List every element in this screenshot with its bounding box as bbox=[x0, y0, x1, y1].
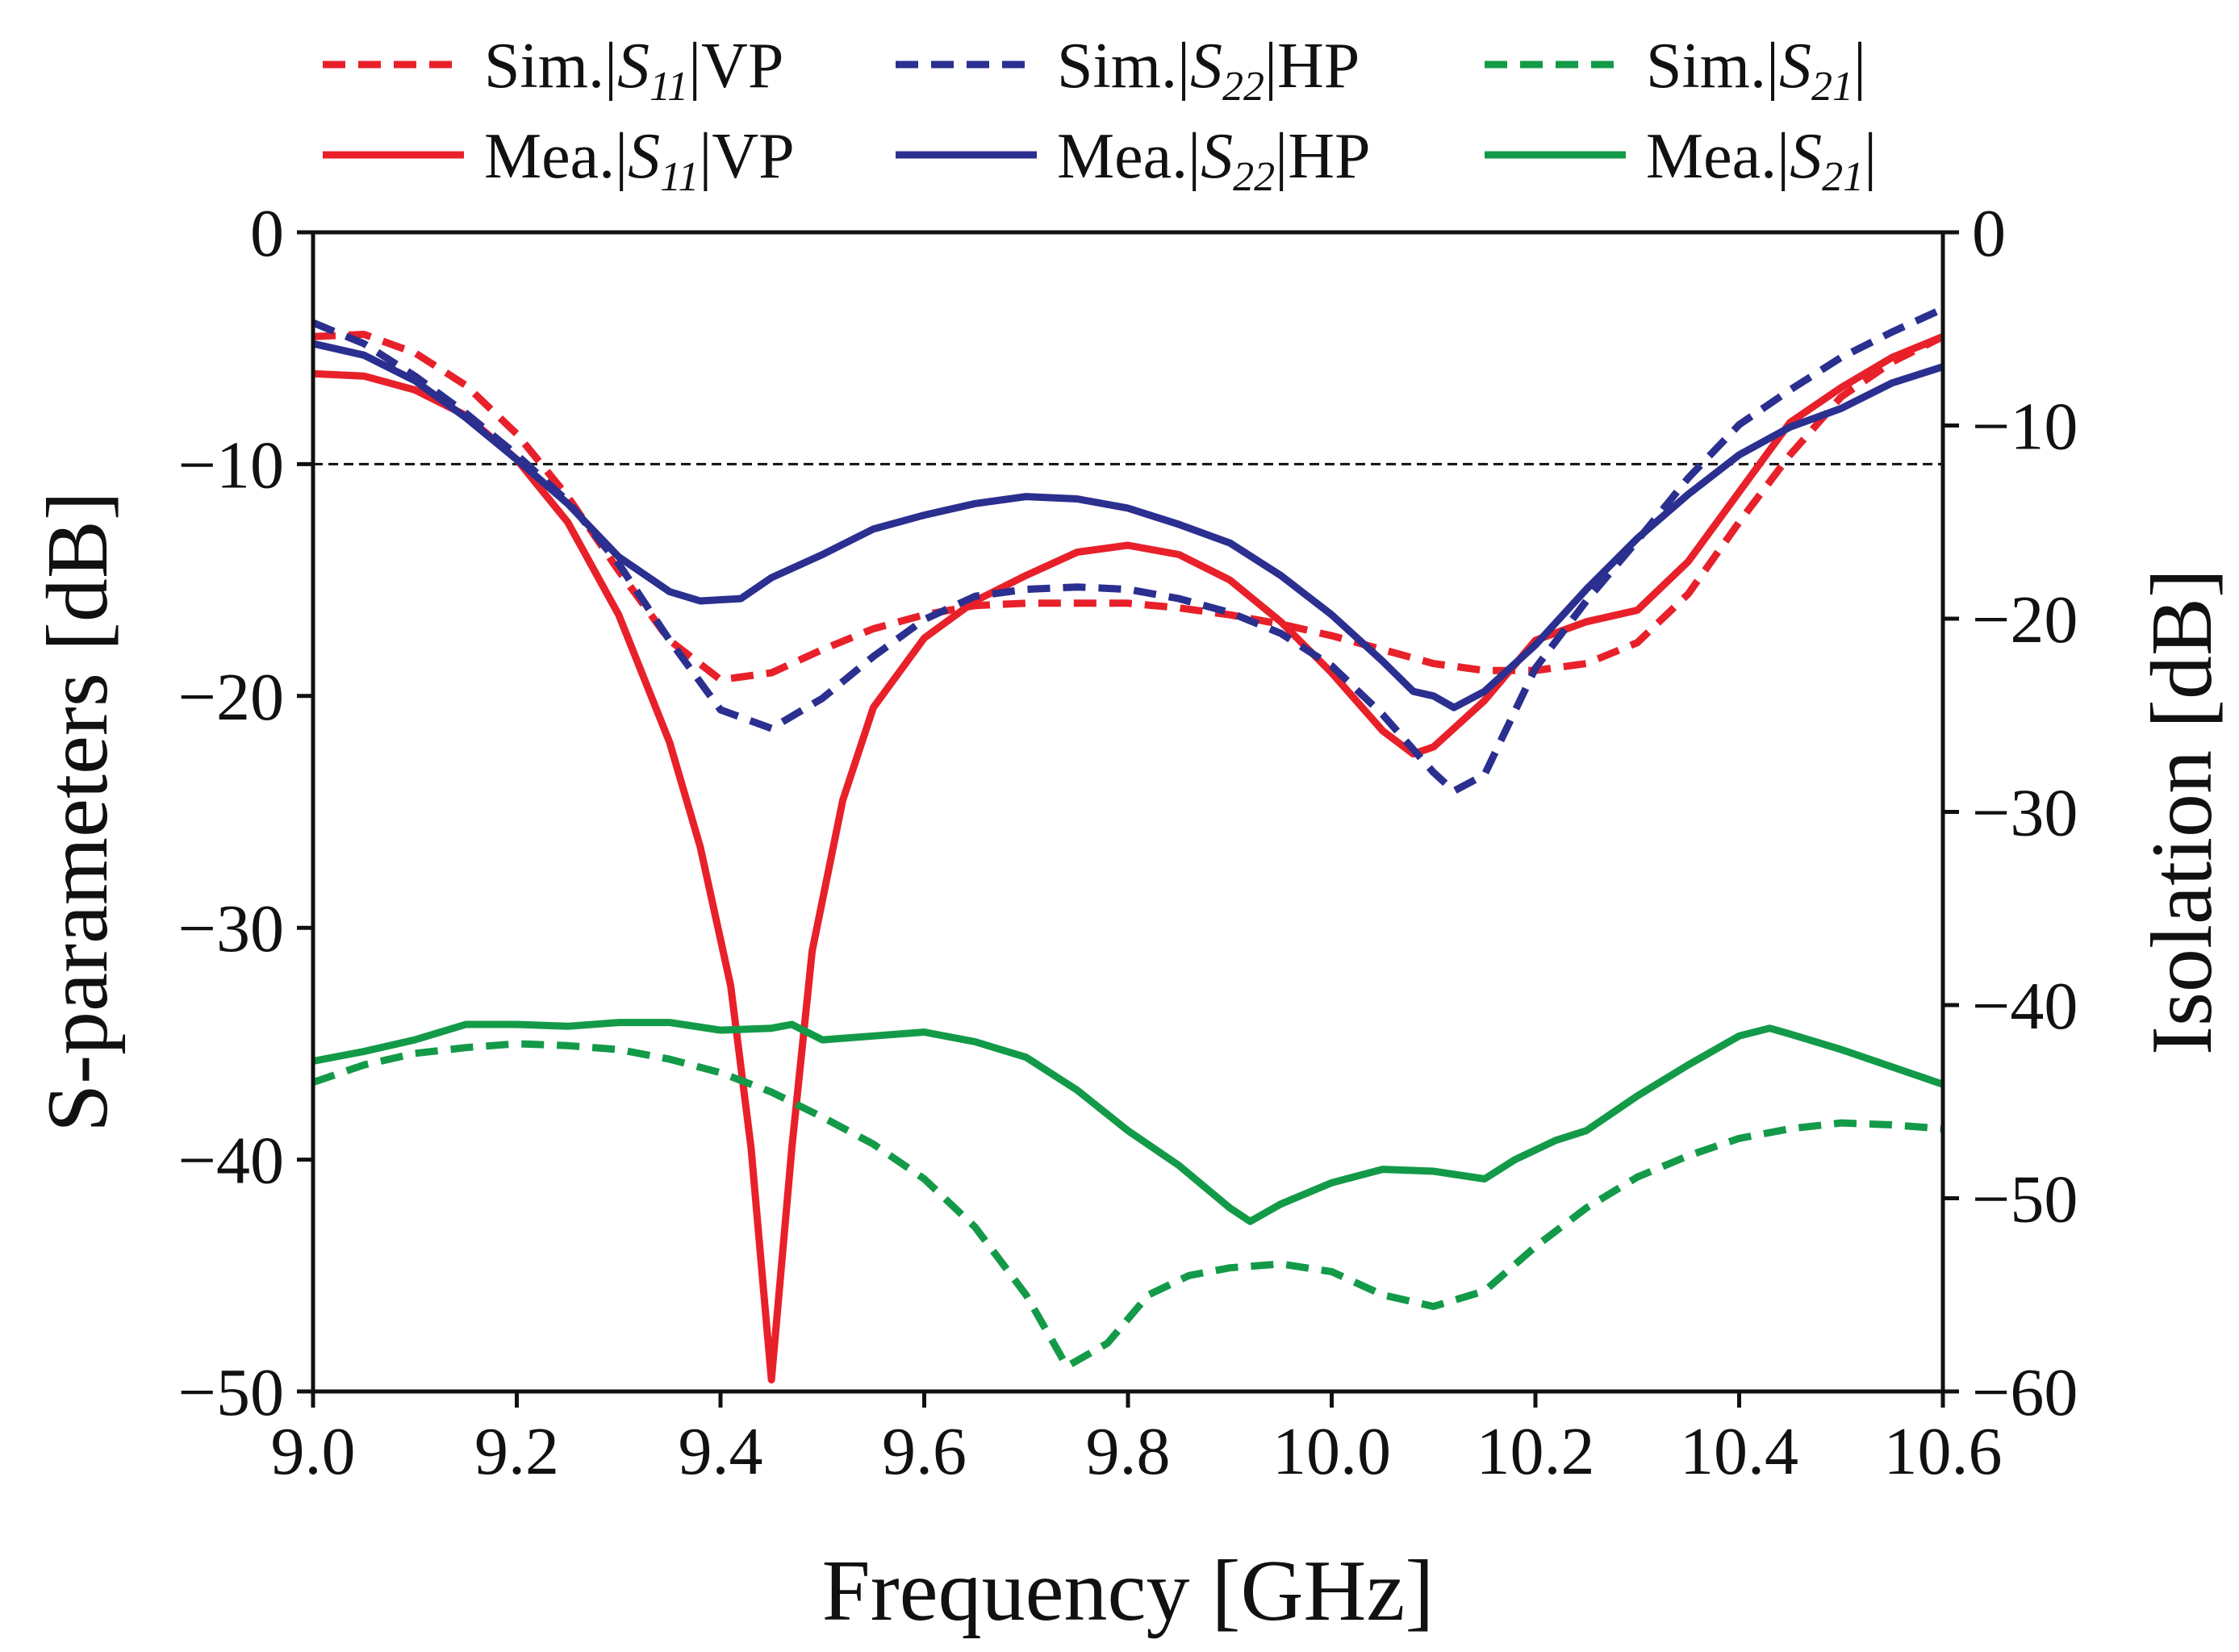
legend-label-2: Sim.|S22|HP bbox=[1057, 31, 1360, 110]
plot-area bbox=[311, 230, 1945, 1394]
y-right-tick-label: −50 bbox=[1972, 1162, 2078, 1237]
x-tick-label: 9.8 bbox=[1086, 1414, 1171, 1489]
series-line-2 bbox=[311, 305, 1945, 795]
y-left-tick-label: −40 bbox=[178, 1124, 284, 1199]
y-axis-right-title: Isolation [dB] bbox=[2134, 569, 2230, 1055]
legend-label-1: Mea.|S11|VP bbox=[484, 121, 795, 200]
x-tick-label: 9.6 bbox=[882, 1414, 967, 1489]
y-left-tick-label: −20 bbox=[178, 660, 284, 735]
series-line-4 bbox=[311, 1040, 1944, 1370]
x-tick-label: 10.4 bbox=[1680, 1414, 1798, 1489]
series-line-1 bbox=[312, 333, 1945, 1384]
y-right-tick-label: −60 bbox=[1972, 1355, 2078, 1430]
y-axis-left-title: S-parameters [dB] bbox=[30, 491, 126, 1133]
x-tick-label: 9.4 bbox=[679, 1414, 763, 1489]
legend-label-0: Sim.|S11|VP bbox=[484, 31, 783, 110]
y-left-tick-label: 0 bbox=[250, 196, 284, 271]
series-line-5 bbox=[312, 1019, 1945, 1225]
y-right-tick-label: −20 bbox=[1972, 582, 2078, 657]
legend-label-3: Mea.|S22|HP bbox=[1057, 121, 1370, 200]
plot-frame bbox=[311, 230, 1945, 1394]
legend: Sim.|S11|VP Sim.|S22|HP Sim.|S21| Mea.|S11|… bbox=[323, 31, 1877, 200]
y-left-tick-label: −50 bbox=[178, 1355, 284, 1430]
y-left-tick-label: −30 bbox=[178, 891, 284, 966]
x-tick-label: 9.0 bbox=[271, 1414, 356, 1489]
series-group bbox=[311, 305, 1945, 1384]
y-right-tick-label: −40 bbox=[1972, 969, 2078, 1044]
series-line-0 bbox=[312, 331, 1945, 684]
y-right-tick-label: −30 bbox=[1972, 776, 2078, 851]
x-tick-label: 10.2 bbox=[1477, 1414, 1595, 1489]
y-axis-right: 0 −10 −20 −30 −40 −50 −60 bbox=[1943, 196, 2078, 1430]
y-axis-left: 0 −10 −20 −30 −40 −50 bbox=[178, 196, 313, 1430]
x-tick-label: 10.0 bbox=[1272, 1414, 1391, 1489]
y-left-tick-label: −10 bbox=[178, 428, 284, 503]
x-axis: 9.0 9.2 9.4 9.6 9.8 10.0 10.2 10.4 10.6 bbox=[271, 1391, 2003, 1489]
x-axis-title: Frequency [GHz] bbox=[822, 1543, 1435, 1639]
legend-label-4: Sim.|S21| bbox=[1646, 31, 1866, 110]
x-tick-label: 10.6 bbox=[1884, 1414, 2003, 1489]
series-line-3 bbox=[312, 340, 1945, 711]
legend-label-5: Mea.|S21| bbox=[1646, 121, 1877, 200]
y-right-tick-label: −10 bbox=[1972, 390, 2078, 465]
y-right-tick-label: 0 bbox=[1972, 196, 2006, 271]
x-tick-label: 9.2 bbox=[474, 1414, 559, 1489]
